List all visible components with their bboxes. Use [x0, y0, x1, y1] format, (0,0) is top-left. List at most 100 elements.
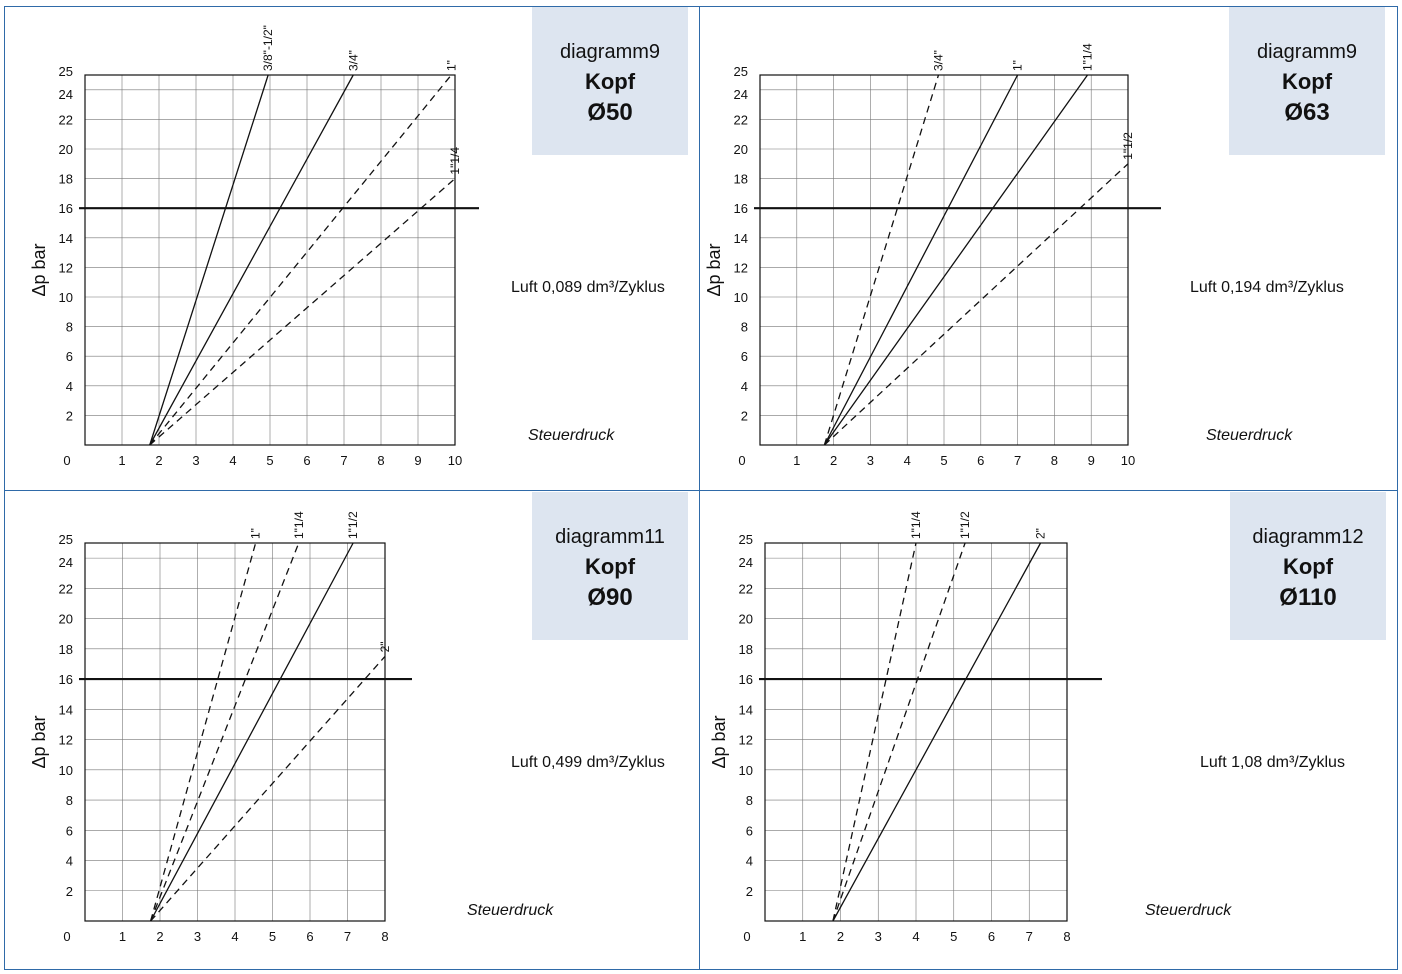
series-line-2 — [832, 542, 966, 922]
x-tick-label: 2 — [830, 453, 837, 468]
x-tick-label: 7 — [1026, 929, 1033, 944]
series-label-4: 2" — [378, 641, 392, 652]
y-tick-label: 18 — [739, 642, 753, 657]
chart-diameter-1: Ø50 — [587, 99, 633, 126]
x-tick-label: 6 — [306, 929, 313, 944]
y-tick-label: 16 — [59, 201, 73, 216]
x-tick-label: 0 — [743, 929, 750, 944]
y-tick-label: 25 — [739, 532, 753, 547]
series-line-2 — [149, 74, 354, 446]
series-label-1: 1" — [249, 528, 263, 539]
y-tick-label: 10 — [739, 763, 753, 778]
series-label-2: 1"1/2 — [958, 511, 972, 539]
series-label-4: 1"1/4 — [448, 147, 462, 175]
y-axis-label-4: Δp bar — [709, 715, 729, 768]
outer-frame — [4, 6, 1398, 970]
y-tick-label: 14 — [739, 702, 753, 717]
y-tick-label: 8 — [741, 320, 748, 335]
plot-frame — [759, 74, 1129, 446]
y-tick-label: 12 — [59, 733, 73, 748]
x-tick-label: 4 — [904, 453, 911, 468]
x-tick-label: 7 — [1014, 453, 1021, 468]
series-label-3: 1"1/2 — [346, 511, 360, 539]
x-tick-label: 8 — [1063, 929, 1070, 944]
chart-title-2: diagramm9 — [1256, 41, 1358, 63]
y-tick-label: 24 — [59, 87, 73, 102]
chart-title-4: diagramm12 — [1252, 526, 1364, 548]
y-tick-label: 25 — [59, 532, 73, 547]
y-tick-label: 10 — [734, 290, 748, 305]
series-line-3 — [149, 74, 452, 446]
y-tick-label: 22 — [739, 581, 753, 596]
x-tick-label: 8 — [1051, 453, 1058, 468]
y-tick-label: 10 — [59, 763, 73, 778]
y-tick-label: 2 — [746, 884, 753, 899]
series-line-1 — [832, 542, 917, 922]
x-tick-label: 4 — [912, 929, 919, 944]
y-tick-label: 8 — [746, 793, 753, 808]
series-line-3 — [823, 74, 1089, 446]
plot-frame — [84, 74, 456, 446]
vertical-divider — [699, 6, 700, 970]
y-tick-label: 4 — [746, 854, 753, 869]
y-tick-label: 24 — [739, 555, 753, 570]
x-tick-label: 2 — [155, 453, 162, 468]
chart-subtitle-4: Kopf — [1282, 554, 1334, 579]
y-tick-label: 20 — [739, 612, 753, 627]
y-axis-label-1: Δp bar — [29, 243, 49, 296]
y-axis-label-2: Δp bar — [704, 243, 724, 296]
x-tick-label: 3 — [194, 929, 201, 944]
chart-diameter-3: Ø90 — [587, 584, 633, 611]
chart-diameter-4: Ø110 — [1279, 584, 1337, 611]
series-label-1: 3/4" — [931, 50, 945, 71]
chart-subtitle-2: Kopf — [1281, 69, 1333, 94]
x-tick-label: 9 — [1088, 453, 1095, 468]
series-line-3 — [832, 542, 1042, 922]
y-tick-label: 22 — [734, 112, 748, 127]
y-tick-label: 2 — [741, 408, 748, 423]
y-tick-label: 2 — [66, 408, 73, 423]
series-line-4 — [823, 163, 1129, 446]
x-tick-label: 8 — [377, 453, 384, 468]
air-consumption-4: Luft 1,08 dm³/Zyklus — [1200, 754, 1345, 771]
y-tick-label: 24 — [59, 555, 73, 570]
y-tick-label: 4 — [66, 854, 73, 869]
y-tick-label: 4 — [66, 379, 73, 394]
chart-diameter-2: Ø63 — [1284, 99, 1330, 126]
x-tick-label: 9 — [414, 453, 421, 468]
y-tick-label: 6 — [741, 349, 748, 364]
x-tick-label: 7 — [340, 453, 347, 468]
y-tick-label: 16 — [734, 201, 748, 216]
y-tick-label: 20 — [734, 142, 748, 157]
horizontal-divider — [4, 490, 1398, 491]
x-tick-label: 5 — [940, 453, 947, 468]
chart-subtitle-3: Kopf — [584, 554, 636, 579]
info-box-2: diagramm9 Kopf Ø63 — [1229, 7, 1385, 155]
series-label-3: 2" — [1034, 528, 1048, 539]
y-tick-label: 22 — [59, 112, 73, 127]
info-box-1: diagramm9 Kopf Ø50 — [532, 7, 688, 155]
x-axis-label-3: Steuerdruck — [467, 902, 554, 919]
y-tick-label: 20 — [59, 142, 73, 157]
series-line-1 — [823, 74, 940, 446]
air-consumption-1: Luft 0,089 dm³/Zyklus — [511, 279, 665, 296]
x-tick-label: 0 — [63, 453, 70, 468]
y-tick-label: 24 — [734, 87, 748, 102]
info-box-4: diagramm12 Kopf Ø110 — [1230, 492, 1386, 640]
x-tick-label: 8 — [381, 929, 388, 944]
y-tick-label: 8 — [66, 793, 73, 808]
y-tick-label: 6 — [746, 823, 753, 838]
y-tick-label: 12 — [59, 260, 73, 275]
info-box-3: diagramm11 Kopf Ø90 — [532, 492, 688, 640]
series-line-1 — [149, 74, 269, 446]
y-tick-label: 18 — [59, 642, 73, 657]
series-label-2: 1" — [1011, 60, 1025, 71]
air-consumption-3: Luft 0,499 dm³/Zyklus — [511, 754, 665, 771]
chart-panel-1: 0 1 2 3 4 5 6 7 8 9 10 2 4 6 8 10 12 14 16 18 20 22 24 25 Δp bar… — [5, 7, 699, 489]
series-label-3: 1" — [444, 60, 458, 71]
y-axis-label-3: Δp bar — [29, 715, 49, 768]
chart-title-1: diagramm9 — [559, 41, 661, 63]
